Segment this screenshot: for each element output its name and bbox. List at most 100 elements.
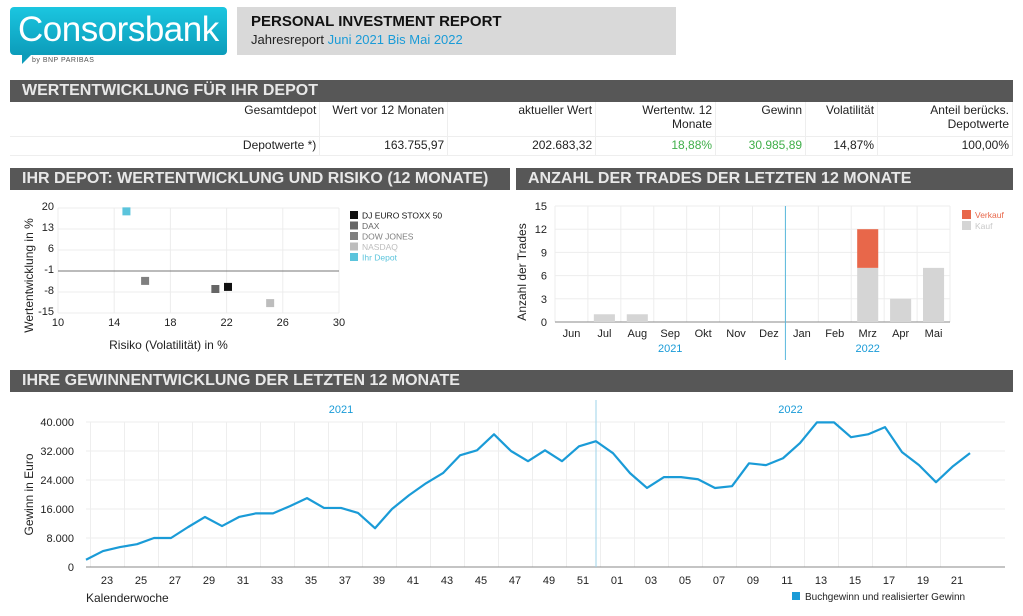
depot-table-header: Gesamtdepot Wert vor 12 Monaten aktuelle… xyxy=(10,102,1013,137)
legend-swatch xyxy=(350,221,358,230)
x-tick-label: 25 xyxy=(135,575,147,587)
header-gesamtdepot: Gesamtdepot xyxy=(10,102,321,137)
y-axis-title: Wertentwicklung in % xyxy=(22,218,36,333)
x-tick-label: 31 xyxy=(237,575,249,587)
legend-label: Verkauf xyxy=(975,210,1004,220)
y-tick-label: 12 xyxy=(535,224,547,236)
legend-swatch xyxy=(962,210,971,219)
x-tick-label: Jun xyxy=(563,328,581,340)
x-tick-label: 30 xyxy=(333,317,345,329)
header-wertentw: Wertentw. 12 Monate xyxy=(595,102,717,137)
x-tick-label: 47 xyxy=(509,575,521,587)
x-tick-label: 07 xyxy=(713,575,725,587)
header-gewinn: Gewinn xyxy=(715,102,807,137)
header-aktueller-wert: aktueller Wert xyxy=(447,102,597,137)
y-tick-label: 6 xyxy=(48,243,54,255)
x-tick-label: 03 xyxy=(645,575,657,587)
y-tick-label: 9 xyxy=(541,247,547,259)
x-tick-label: 43 xyxy=(441,575,453,587)
trades-bar-chart: 0 3 6 9 12 15 Jun Jul Aug Sep Okt Nov Dez Jan Feb Mrz Ap… xyxy=(515,201,1004,360)
bar-kauf-mai xyxy=(923,267,945,322)
year-label: 2021 xyxy=(329,404,353,416)
x-tick-label: 18 xyxy=(164,317,176,329)
bar-verkauf-mrz xyxy=(857,229,879,268)
consorsbank-logo: Consorsbank ! xyxy=(10,7,227,95)
depot-section-title: WERTENTWICKLUNG FÜR IHR DEPOT xyxy=(10,80,1013,102)
y-tick-label: -1 xyxy=(44,264,54,276)
x-tick-label: 45 xyxy=(475,575,487,587)
year-label: 2021 xyxy=(658,343,682,355)
x-tick-label: Dez xyxy=(759,328,779,340)
scatter-point-dow-jones xyxy=(141,276,150,285)
profit-section-title: IHRE GEWINNENTWICKLUNG DER LETZTEN 12 MO… xyxy=(10,370,1013,392)
x-tick-label: 37 xyxy=(339,575,351,587)
x-tick-label: 01 xyxy=(611,575,623,587)
logo-speech-tail xyxy=(22,54,32,64)
report-title: PERSONAL INVESTMENT REPORT xyxy=(251,13,502,30)
legend-swatch xyxy=(350,211,358,219)
y-tick-label: 6 xyxy=(541,271,547,283)
y-tick-label: 3 xyxy=(541,294,547,306)
y-tick-label: 15 xyxy=(535,201,547,213)
scatter-point-ihr-depot xyxy=(122,207,131,216)
trades-section-title: ANZAHL DER TRADES DER LETZTEN 12 MONATE xyxy=(516,168,1013,190)
report-header: PERSONAL INVESTMENT REPORT Jahresreport … xyxy=(237,7,676,55)
bar-kauf-mrz xyxy=(857,267,879,322)
x-tick-label: 05 xyxy=(679,575,691,587)
scatter-point-dj-euro-stoxx-50 xyxy=(224,282,233,291)
x-tick-label: Sep xyxy=(660,328,680,340)
year-label: 2022 xyxy=(855,343,879,355)
bar-kauf-aug xyxy=(626,314,648,322)
legend-label: NASDAQ xyxy=(362,242,398,252)
legend-label: Buchgewinn und realisierter Gewinn xyxy=(805,592,965,603)
x-tick-label: 41 xyxy=(407,575,419,587)
x-tick-label: 27 xyxy=(169,575,181,587)
legend-label: Ihr Depot xyxy=(362,253,398,263)
x-tick-label: 14 xyxy=(108,317,120,329)
x-tick-label: Feb xyxy=(825,328,844,340)
x-tick-label: 10 xyxy=(52,317,64,329)
risk-section-title: IHR DEPOT: WERTENTWICKLUNG UND RISIKO (1… xyxy=(10,168,510,190)
depot-table: Gesamtdepot Wert vor 12 Monaten aktuelle… xyxy=(10,102,1013,156)
legend-label: DOW JONES xyxy=(362,232,414,242)
x-tick-label: Nov xyxy=(726,328,746,340)
y-tick-label: 16.000 xyxy=(40,504,74,516)
risk-scatter-chart: 10 14 18 22 26 30 20 13 6 -1 -8 -15 Risiko (Volatili… xyxy=(22,201,442,352)
x-tick-label: Apr xyxy=(892,328,909,340)
x-tick-label: Mrz xyxy=(859,328,877,340)
y-axis-title: Anzahl der Trades xyxy=(515,223,529,320)
x-tick-label: 26 xyxy=(277,317,289,329)
legend-swatch xyxy=(792,592,800,600)
table-row: Depotwerte *) 163.755,97 202.683,32 18,8… xyxy=(10,136,1013,156)
x-tick-label: Okt xyxy=(695,328,712,340)
y-axis-title: Gewinn in Euro xyxy=(22,453,36,535)
x-tick-label: 13 xyxy=(815,575,827,587)
x-tick-label: 21 xyxy=(951,575,963,587)
y-tick-label: 24.000 xyxy=(40,475,74,487)
cell-volatilitaet: 14,87% xyxy=(805,136,879,156)
x-tick-label: 35 xyxy=(305,575,317,587)
report-period: Juni 2021 Bis Mai 2022 xyxy=(327,32,463,47)
legend-label: DAX xyxy=(362,221,380,231)
x-tick-label: 51 xyxy=(577,575,589,587)
header-wert-vor-12: Wert vor 12 Monaten xyxy=(319,102,449,137)
y-tick-label: 13 xyxy=(42,222,54,234)
x-tick-label: 23 xyxy=(101,575,113,587)
legend-label: DJ EURO STOXX 50 xyxy=(362,211,442,221)
bar-kauf-apr xyxy=(890,298,912,322)
y-tick-label: 40.000 xyxy=(40,417,74,429)
x-tick-label: 22 xyxy=(220,317,232,329)
cell-wertentw: 18,88% xyxy=(595,136,717,156)
x-tick-label: 29 xyxy=(203,575,215,587)
cell-wert-vor-12: 163.755,97 xyxy=(319,136,449,156)
legend-swatch xyxy=(962,221,971,230)
x-tick-label: 49 xyxy=(543,575,555,587)
x-tick-label: 19 xyxy=(917,575,929,587)
scatter-point-dax xyxy=(211,285,220,293)
cell-anteil: 100,00% xyxy=(877,136,1013,156)
cell-label: Depotwerte *) xyxy=(10,136,321,156)
x-tick-label: 33 xyxy=(271,575,283,587)
bar-kauf-jul xyxy=(593,314,615,322)
x-tick-label: 17 xyxy=(883,575,895,587)
year-label: 2022 xyxy=(778,404,802,416)
